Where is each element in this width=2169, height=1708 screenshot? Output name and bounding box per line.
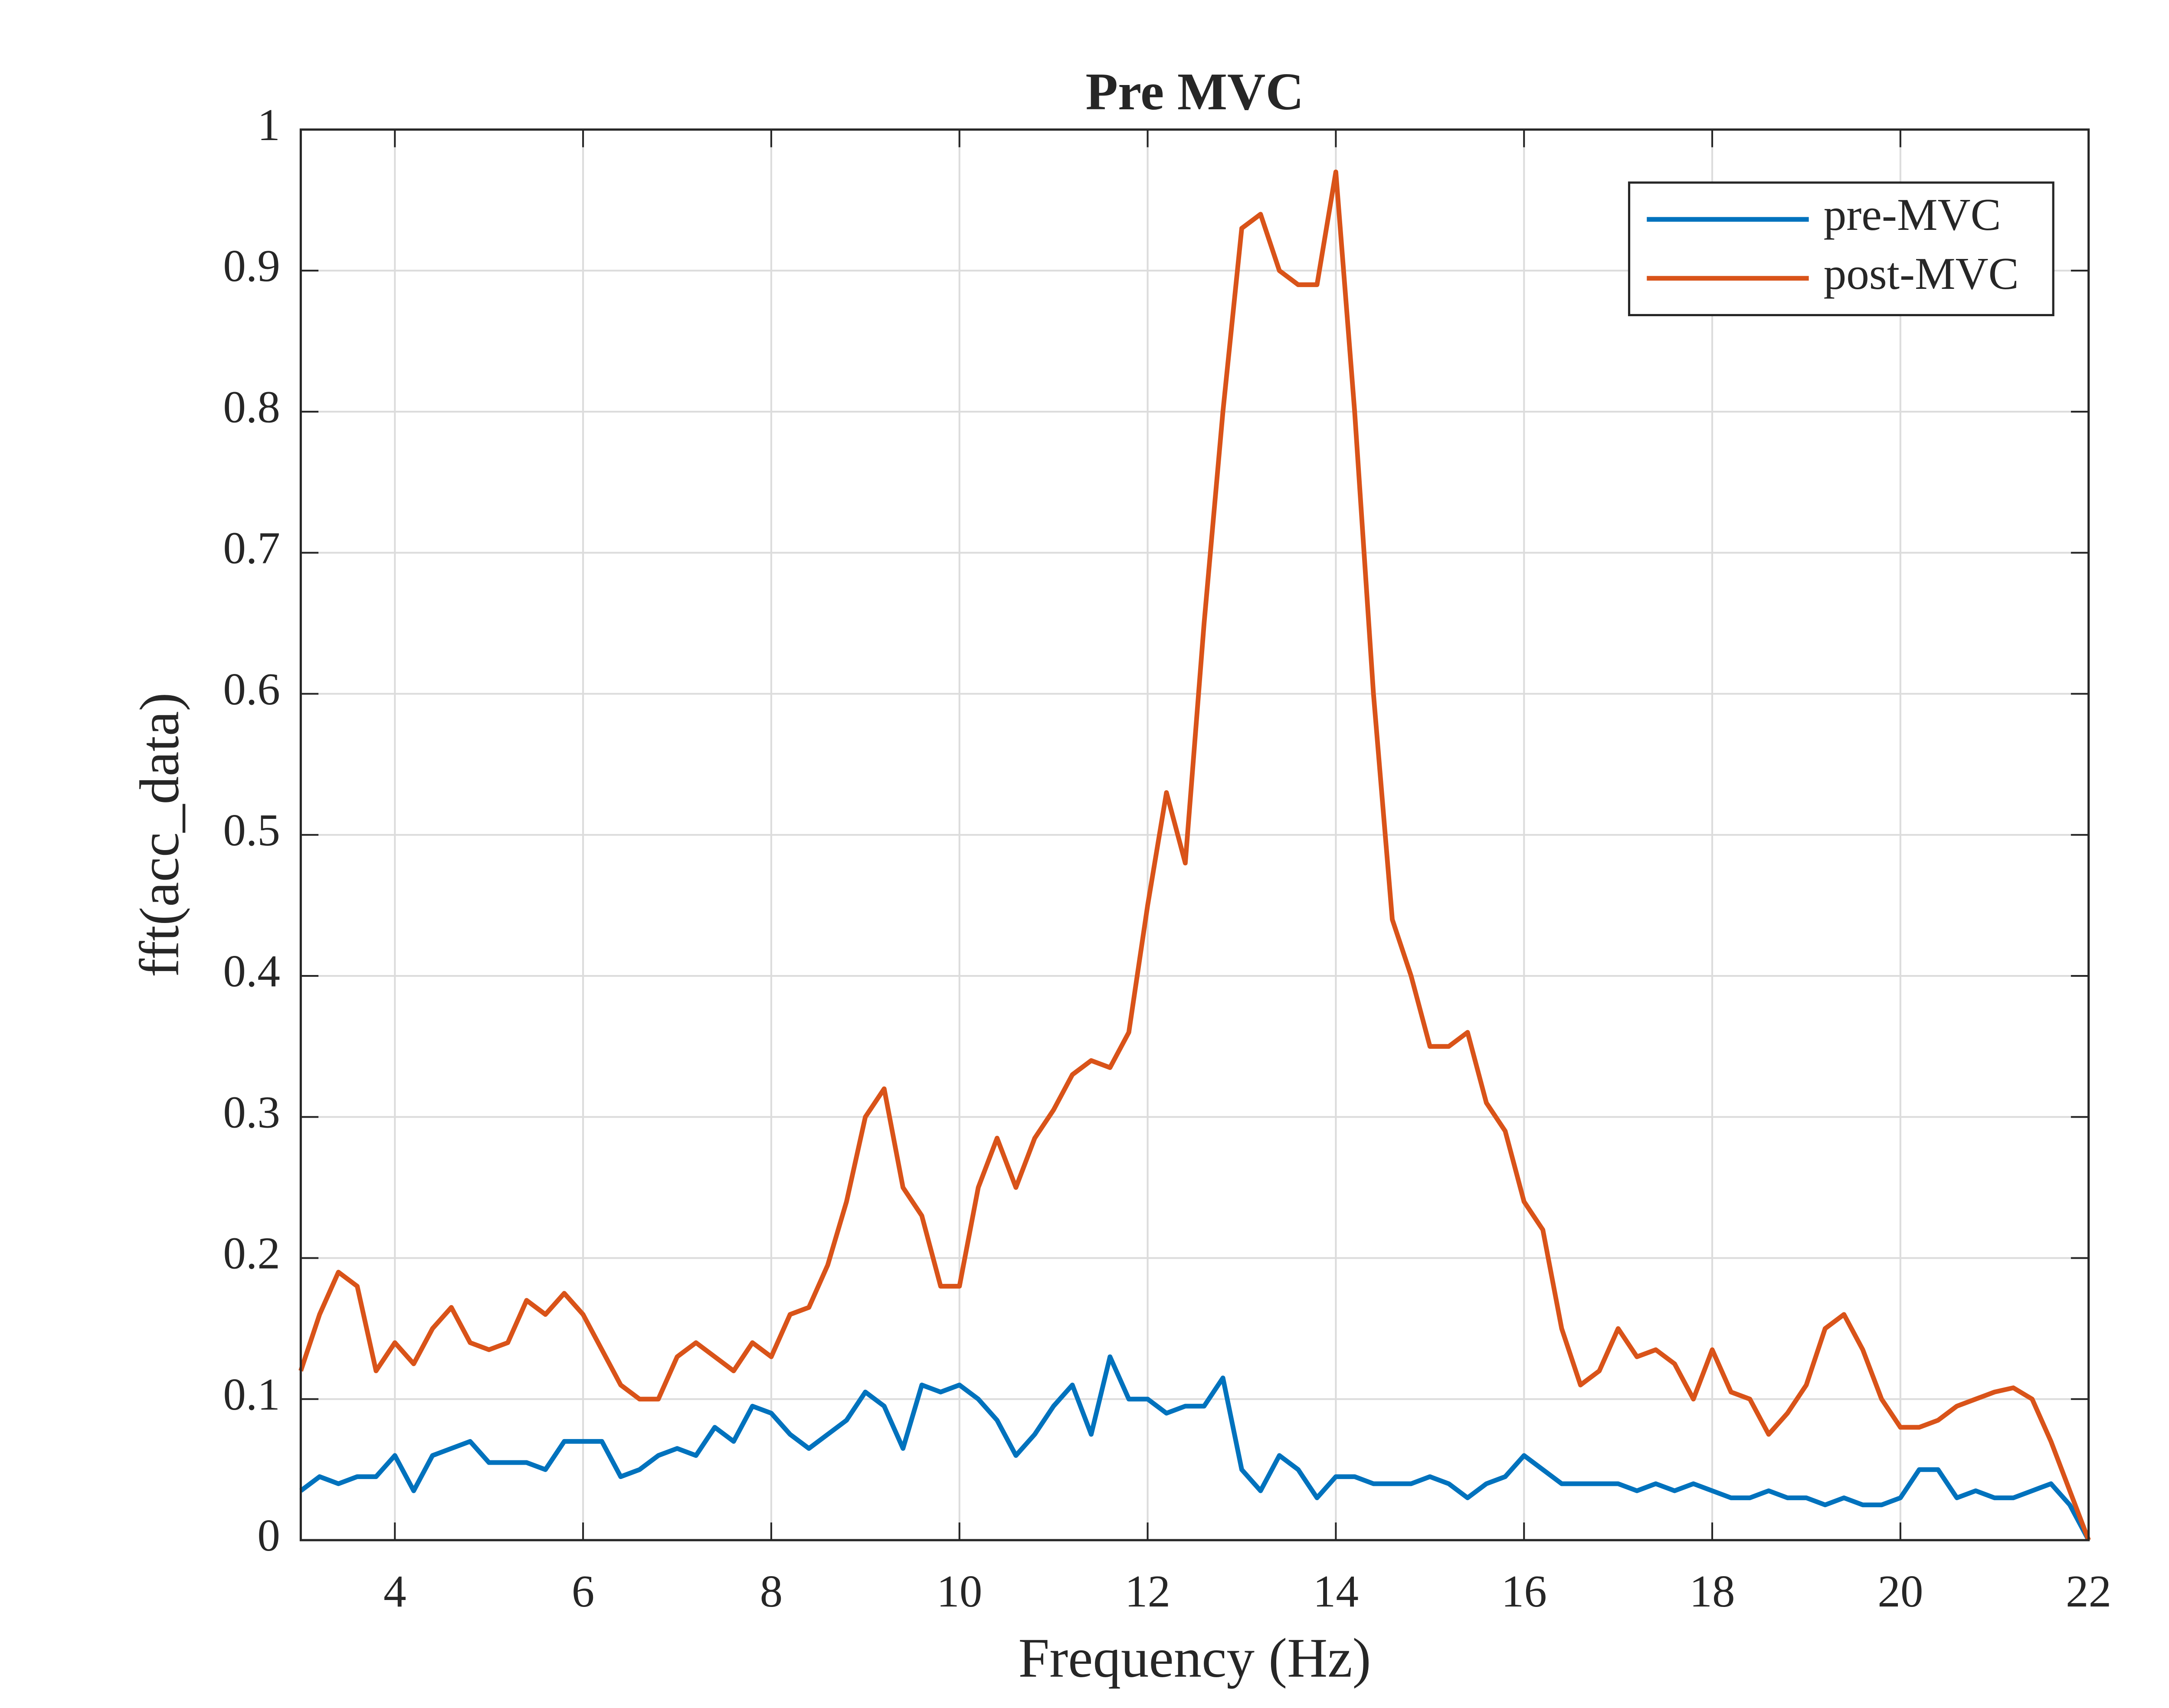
y-tick-label: 0.6 [223,664,280,714]
y-tick-label: 0.3 [223,1086,280,1137]
y-tick-label: 0.5 [223,805,280,855]
y-tick-label: 1 [257,99,280,150]
plot-frame [299,128,2090,1541]
y-tick-label: 0.8 [223,381,280,432]
y-tick-label: 0.1 [223,1369,280,1420]
legend-label: post-MVC [1824,248,2019,299]
y-tick-label: 0.2 [223,1228,280,1279]
data-line [299,1354,2091,1541]
x-tick-label: 20 [1877,1566,1923,1616]
y-tick-label: 0.4 [223,946,280,996]
y-tick-label: 0 [257,1510,280,1561]
x-tick-label: 4 [383,1566,406,1616]
x-tick-label: 22 [2066,1566,2111,1616]
x-axis-label: Frequency (Hz) [1018,1627,1371,1689]
legend-label: pre-MVC [1824,189,2001,240]
x-tick-label: 16 [1501,1566,1547,1616]
x-tick-label: 6 [572,1566,595,1616]
x-tick-label: 18 [1689,1566,1735,1616]
x-tick-label: 10 [937,1566,982,1616]
y-axis-label: fft(acc_data) [128,693,190,977]
x-tick-label: 8 [760,1566,783,1616]
chart-title: Pre MVC [1085,62,1304,121]
y-tick-label: 0.9 [223,240,280,291]
x-tick-label: 12 [1125,1566,1170,1616]
y-tick-label: 0.7 [223,523,280,573]
legend-box [1628,181,2054,317]
data-line [298,169,2091,1541]
x-tick-label: 14 [1313,1566,1359,1616]
